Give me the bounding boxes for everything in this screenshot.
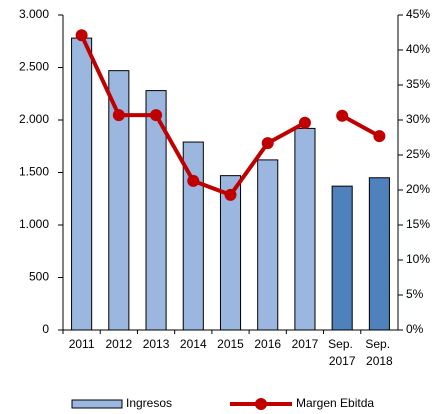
line-marker (298, 116, 311, 129)
y2-tick-label: 45% (406, 7, 430, 21)
y2-tick-label: 20% (406, 182, 430, 196)
line-marker (373, 130, 386, 143)
line-marker (187, 174, 200, 187)
line-marker (112, 109, 125, 122)
y-tick-label: 2.500 (19, 60, 49, 74)
legend-marker (255, 398, 267, 410)
y-tick-label: 2.000 (19, 112, 49, 126)
bar (71, 37, 93, 331)
y2-tick-label: 10% (406, 252, 430, 266)
bar (219, 175, 242, 331)
x-tick-label: 2011 (69, 337, 95, 351)
y-tick-label: 1.000 (19, 217, 49, 231)
legend-label: Ingresos (126, 396, 172, 410)
line-marker (150, 109, 163, 122)
x-tick-label: Sep. 2017 (328, 337, 356, 368)
bar (182, 141, 204, 331)
x-tick-label: Sep. 2018 (365, 337, 393, 368)
x-tick-label: 2014 (180, 337, 207, 351)
y2-tick-label: 5% (406, 287, 424, 301)
y2-tick-label: 15% (406, 217, 430, 231)
y-tick-label: 0 (42, 322, 49, 336)
y-tick-label: 1.500 (19, 165, 49, 179)
legend-swatch (71, 399, 123, 409)
y2-tick-label: 35% (406, 77, 430, 91)
line-marker (261, 137, 274, 150)
bar (331, 185, 353, 331)
bar (368, 177, 390, 331)
x-tick-label: 2012 (105, 337, 132, 351)
line-marker (336, 109, 349, 122)
line-marker (224, 188, 237, 201)
x-tick-label: 2017 (292, 337, 319, 351)
y2-tick-label: 0% (406, 322, 424, 336)
y2-tick-label: 30% (406, 112, 430, 126)
x-tick-label: 2013 (143, 337, 170, 351)
bar (257, 159, 279, 331)
bar (294, 127, 316, 331)
y2-tick-label: 40% (406, 42, 430, 56)
bar (108, 70, 130, 331)
line-marker (75, 29, 88, 42)
x-tick-label: 2015 (217, 337, 244, 351)
y-tick-label: 500 (29, 270, 49, 284)
legend-label: Margen Ebitda (296, 396, 374, 410)
x-tick-label: 2016 (254, 337, 281, 351)
bar (145, 90, 167, 331)
line (341, 114, 381, 138)
y2-tick-label: 25% (406, 147, 430, 161)
y-tick-label: 3.000 (19, 7, 49, 21)
